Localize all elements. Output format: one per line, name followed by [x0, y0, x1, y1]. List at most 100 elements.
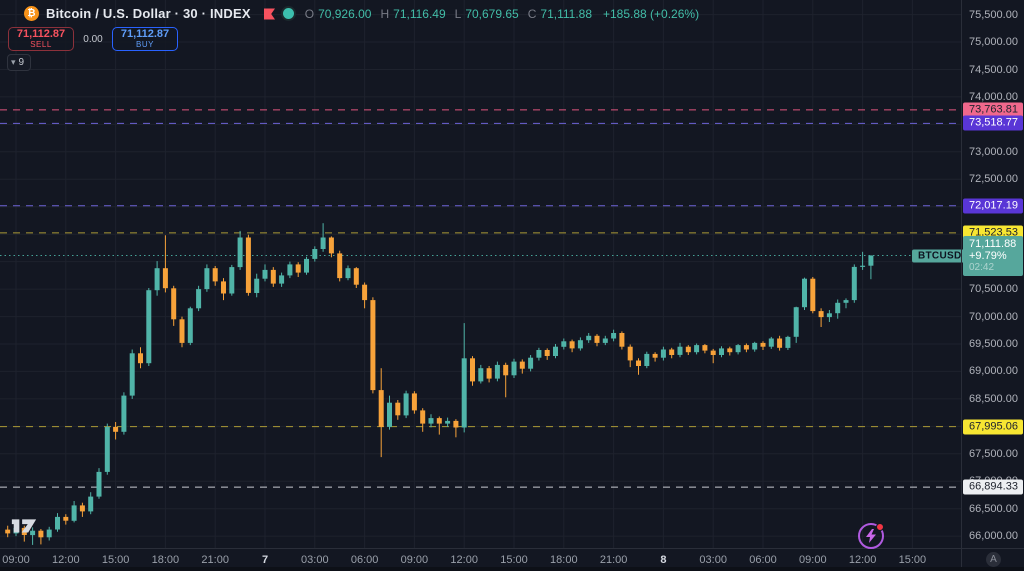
- candle: [154, 268, 160, 291]
- candle: [179, 319, 185, 343]
- candle: [245, 237, 251, 293]
- last-price-change: +9.79%: [969, 249, 1007, 262]
- candle: [287, 264, 293, 276]
- price-axis[interactable]: 75,500.00 75,000.00 74,500.00 74,000.00 73,5…: [961, 0, 1024, 548]
- candle: [644, 353, 650, 366]
- price-tick: 75,000.00: [969, 36, 1018, 48]
- time-tick: 03:00: [699, 554, 727, 566]
- market-status-dot[interactable]: [282, 8, 294, 19]
- candle: [652, 353, 658, 358]
- time-tick: 8: [660, 554, 667, 566]
- trade-widget: 71,112.87 SELL 0.00 71,112.87 BUY: [8, 27, 178, 51]
- candle: [453, 420, 459, 428]
- time-tick: 7: [261, 554, 269, 566]
- candle: [710, 350, 716, 355]
- candle: [627, 346, 633, 361]
- candle: [204, 268, 210, 290]
- time-tick: 15:00: [500, 554, 528, 566]
- price-line-label[interactable]: 73,518.77: [963, 115, 1023, 131]
- candle: [743, 345, 749, 350]
- price-line-label[interactable]: 72,017.19: [963, 198, 1023, 214]
- candle: [793, 307, 799, 337]
- low-value: 70,679.65: [465, 6, 519, 21]
- buy-button[interactable]: 71,112.87 BUY: [112, 27, 178, 51]
- high-label: H: [380, 6, 390, 21]
- price-tick: 67,500.00: [969, 447, 1018, 460]
- sell-button[interactable]: 71,112.87 SELL: [8, 27, 74, 51]
- candle: [187, 308, 193, 343]
- candle: [295, 264, 301, 273]
- lightning-icon: [858, 523, 884, 549]
- price-tick: 66,500.00: [969, 502, 1018, 515]
- candle: [71, 505, 77, 521]
- time-tick: 12:00: [52, 554, 80, 566]
- price-tick: 69,000.00: [969, 365, 1018, 378]
- candle: [785, 336, 791, 348]
- candle: [810, 278, 816, 312]
- candle: [702, 345, 708, 351]
- change-value: +185.88 (+0.26%): [603, 6, 700, 21]
- candle: [328, 237, 334, 254]
- open-value: 70,926.00: [318, 6, 372, 21]
- candle: [586, 335, 592, 341]
- time-tick: 18:00: [151, 554, 180, 566]
- candle: [279, 275, 285, 284]
- time-tick: 21:00: [599, 554, 628, 566]
- candle: [96, 471, 102, 497]
- candle: [337, 253, 343, 279]
- ohlc-values: O 70,926.00 H 71,116.49 L 70,679.65 C 71…: [305, 7, 699, 21]
- candle: [88, 496, 94, 512]
- candle: [362, 284, 368, 301]
- price-line-label[interactable]: 66,894.33: [963, 479, 1023, 495]
- price-tick: 74,500.00: [969, 63, 1018, 76]
- candle: [611, 333, 617, 339]
- high-value: 71,116.49: [393, 6, 446, 21]
- spread-value: 0.00: [83, 33, 103, 45]
- candle: [104, 426, 110, 472]
- time-axis[interactable]: 09:00 12:00 15:00 18:00 21:00 7 03:00 06:00 09:0…: [0, 548, 961, 571]
- symbol-title[interactable]: Bitcoin / U.S. Dollar · 30 · INDEX: [46, 6, 251, 21]
- candle: [129, 353, 135, 396]
- flag-icon[interactable]: [263, 8, 276, 20]
- candle: [79, 505, 85, 512]
- time-tick: 12:00: [848, 554, 877, 566]
- time-tick: 09:00: [2, 554, 30, 566]
- price-line-label[interactable]: 73,763.81: [963, 102, 1023, 118]
- candle: [113, 426, 119, 432]
- last-price-label[interactable]: 71,111.88 +9.79% 02:42: [963, 235, 1023, 276]
- candle: [511, 361, 517, 376]
- candle: [229, 267, 235, 294]
- candle: [46, 529, 52, 538]
- candle: [30, 530, 36, 536]
- candle: [138, 353, 143, 364]
- candle: [403, 393, 409, 416]
- candle: [162, 268, 168, 289]
- candle: [818, 311, 824, 318]
- grid: [0, 0, 961, 548]
- candle: [619, 333, 625, 347]
- buy-label: BUY: [136, 40, 154, 49]
- legend-collapse-button[interactable]: ▾ 9: [7, 54, 32, 71]
- candle: [486, 368, 492, 379]
- candle: [843, 300, 849, 303]
- candle: [411, 393, 417, 411]
- candle: [868, 255, 874, 266]
- candle: [503, 364, 509, 376]
- candle: [196, 289, 202, 309]
- tradingview-logo[interactable]: [10, 514, 38, 541]
- price-line-label[interactable]: 67,995.06: [963, 419, 1023, 435]
- candle: [677, 346, 683, 355]
- auto-scale-button[interactable]: A: [986, 552, 1001, 567]
- candle: [528, 357, 534, 369]
- close-label: C: [527, 6, 537, 21]
- candles: [5, 223, 874, 545]
- candle: [387, 402, 392, 427]
- time-tick: 12:00: [450, 554, 478, 566]
- price-tick: 72,500.00: [969, 173, 1018, 186]
- candle: [777, 338, 783, 348]
- bot-trading-button[interactable]: [858, 523, 884, 549]
- time-tick: 15:00: [101, 554, 130, 566]
- candle: [602, 338, 608, 343]
